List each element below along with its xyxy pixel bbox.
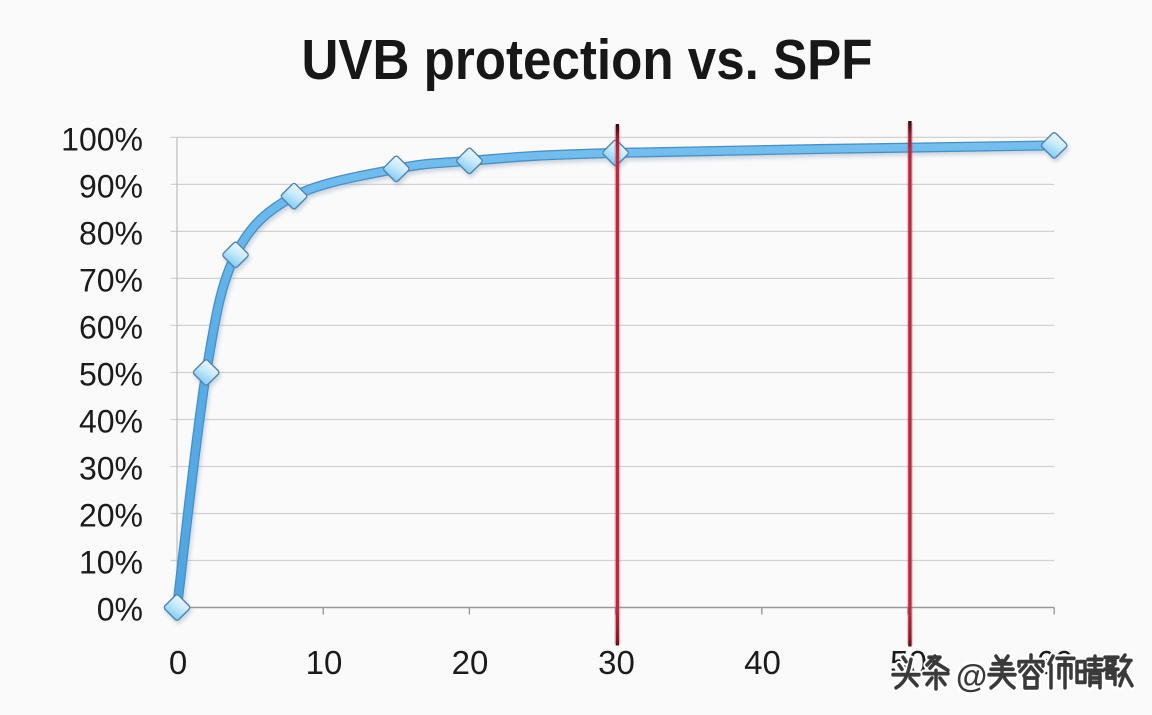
svg-text:100%: 100% — [61, 122, 143, 158]
svg-text:10: 10 — [306, 644, 343, 681]
svg-text:0%: 0% — [97, 592, 143, 628]
svg-text:UVB protection vs. SPF: UVB protection vs. SPF — [302, 28, 873, 92]
svg-text:40%: 40% — [79, 404, 143, 440]
svg-text:10%: 10% — [79, 545, 143, 581]
svg-text:60%: 60% — [79, 310, 143, 346]
svg-text:50%: 50% — [79, 357, 143, 393]
svg-text:@: @ — [956, 658, 987, 694]
svg-text:@: @ — [956, 658, 987, 694]
svg-text:30: 30 — [598, 644, 635, 681]
svg-text:30%: 30% — [79, 451, 143, 487]
svg-text:0: 0 — [169, 644, 187, 681]
svg-text:70%: 70% — [79, 263, 143, 299]
svg-text:80%: 80% — [79, 216, 143, 252]
svg-text:90%: 90% — [79, 169, 143, 205]
svg-text:40: 40 — [744, 644, 781, 681]
svg-text:20%: 20% — [79, 498, 143, 534]
svg-text:20: 20 — [452, 644, 489, 681]
